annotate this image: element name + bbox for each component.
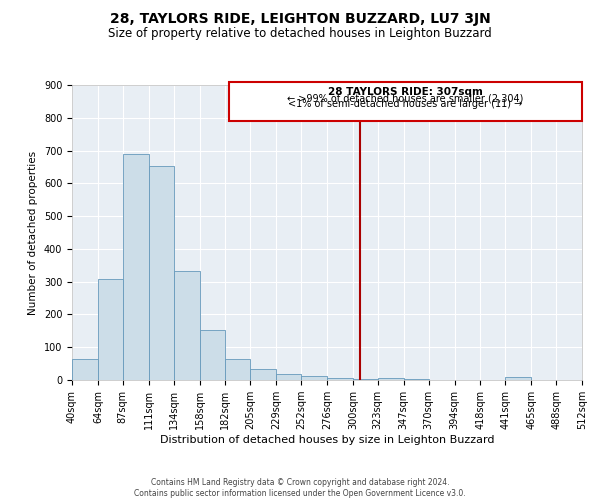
FancyBboxPatch shape bbox=[229, 82, 582, 121]
Y-axis label: Number of detached properties: Number of detached properties bbox=[28, 150, 38, 314]
Text: 28 TAYLORS RIDE: 307sqm: 28 TAYLORS RIDE: 307sqm bbox=[328, 86, 483, 97]
Bar bbox=[378, 378, 404, 380]
Bar bbox=[301, 376, 327, 380]
Text: <1% of semi-detached houses are larger (11) →: <1% of semi-detached houses are larger (… bbox=[288, 99, 523, 109]
Bar bbox=[173, 271, 199, 380]
Text: Size of property relative to detached houses in Leighton Buzzard: Size of property relative to detached ho… bbox=[108, 28, 492, 40]
Bar bbox=[276, 374, 301, 380]
Text: Contains HM Land Registry data © Crown copyright and database right 2024.
Contai: Contains HM Land Registry data © Crown c… bbox=[134, 478, 466, 498]
Text: 28, TAYLORS RIDE, LEIGHTON BUZZARD, LU7 3JN: 28, TAYLORS RIDE, LEIGHTON BUZZARD, LU7 … bbox=[110, 12, 490, 26]
Bar bbox=[199, 330, 226, 380]
Bar bbox=[226, 358, 250, 380]
X-axis label: Distribution of detached houses by size in Leighton Buzzard: Distribution of detached houses by size … bbox=[160, 435, 494, 445]
Bar bbox=[505, 378, 531, 380]
Bar bbox=[149, 166, 173, 380]
Text: ← >99% of detached houses are smaller (2,304): ← >99% of detached houses are smaller (2… bbox=[287, 93, 524, 103]
Bar bbox=[123, 154, 149, 380]
Bar bbox=[98, 280, 123, 380]
Bar bbox=[72, 360, 98, 380]
Bar bbox=[250, 368, 276, 380]
Bar bbox=[353, 379, 378, 380]
Bar bbox=[327, 378, 353, 380]
